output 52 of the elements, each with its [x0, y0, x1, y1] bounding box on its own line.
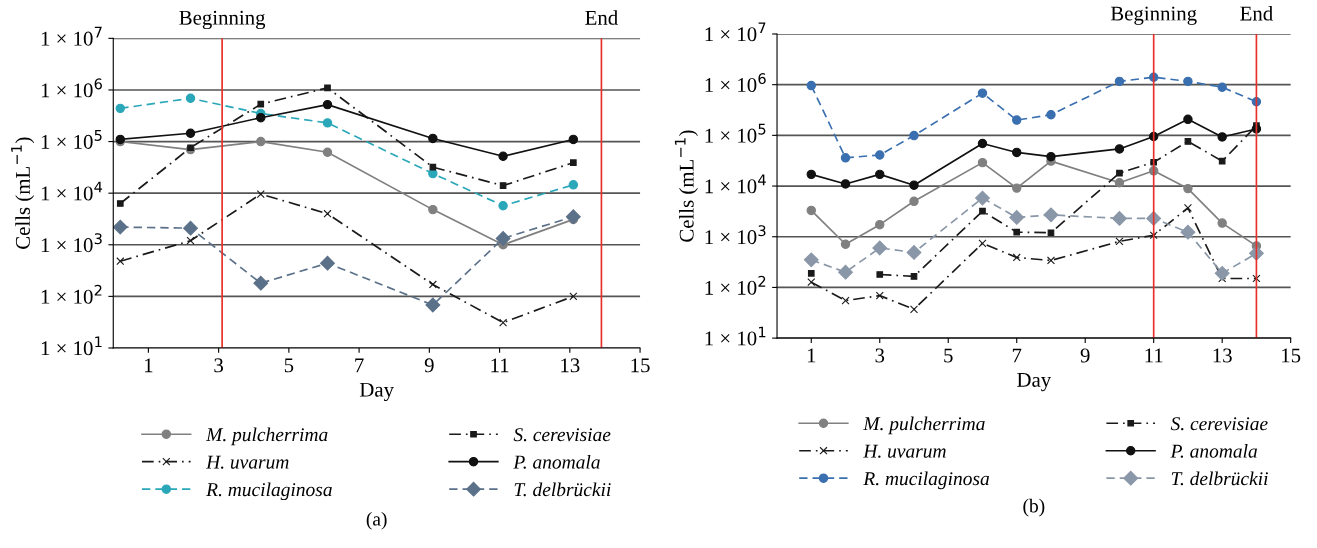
x-tick-label: 11	[491, 358, 509, 373]
legend-label: H. uvarum	[863, 444, 946, 458]
legend-label: R. mucilaginosa	[206, 482, 332, 501]
y-tick-label: 1 × 10$^{2}$	[41, 284, 102, 304]
x-tick-label: 1	[807, 348, 816, 363]
legend-label: H. uvarum	[205, 455, 289, 469]
legend-label: T. delbrückii	[514, 482, 611, 497]
text: (a)	[366, 511, 387, 530]
x-tick-label: 13	[1213, 348, 1232, 363]
text: (b)	[1023, 498, 1045, 517]
y-tick-label: 1 × 10$^{6}$	[705, 73, 766, 93]
x-tick-label: 1	[145, 358, 153, 373]
y-axis-title: Cells (mL$^{−1}$)	[674, 130, 698, 242]
y-tick-label: 1 × 10$^{3}$	[41, 233, 102, 253]
x-tick-label: 9	[424, 358, 434, 373]
y-tick-label: 1 × 10$^{6}$	[41, 78, 102, 98]
y-tick-label: 1 × 10$^{5}$	[705, 123, 766, 143]
y-tick-label: 1 × 10$^{7}$	[705, 22, 766, 42]
ref-line-label: End	[1240, 5, 1273, 21]
y-tick-label: 1 × 10$^{4}$	[41, 181, 103, 201]
legend-label: S. cerevisiae	[1170, 417, 1268, 431]
y-tick-label: 1 × 10$^{1}$	[705, 326, 766, 346]
x-tick-label: 15	[631, 358, 650, 373]
x-tick-label: 15	[1282, 348, 1301, 363]
legend-label: T. delbrückii	[1171, 471, 1268, 486]
ref-line-label: End	[585, 10, 618, 25]
y-tick-label: 1 × 10$^{5}$	[41, 130, 102, 149]
legend-label: M. pulcherrima	[205, 427, 328, 446]
x-axis-title: Day	[1017, 373, 1052, 392]
x-tick-label: 5	[284, 358, 294, 373]
y-tick-label: 1 × 10$^{2}$	[705, 275, 766, 295]
x-tick-label: 11	[1145, 348, 1163, 363]
y-tick-label: 1 × 10$^{3}$	[705, 225, 766, 245]
legend-label: M. pulcherrima	[863, 416, 985, 435]
legend-label: P. anomala	[513, 455, 600, 469]
legend-label: S. cerevisiae	[513, 428, 611, 442]
x-axis-title: Day	[359, 382, 394, 402]
x-tick-label: 3	[875, 348, 885, 363]
y-tick-label: 1 × 10$^{7}$	[41, 26, 102, 46]
x-tick-label: 5	[944, 348, 953, 363]
x-tick-label: 13	[561, 358, 580, 373]
legend-label: P. anomala	[1170, 444, 1257, 458]
legend-label: R. mucilaginosa	[863, 471, 989, 490]
x-tick-label: 3	[214, 358, 224, 373]
x-tick-label: 7	[355, 358, 364, 373]
ref-line-label: Beginning	[179, 10, 266, 30]
y-tick-label: 1 × 10$^{4}$	[705, 174, 766, 194]
ref-line-label: Beginning	[1110, 6, 1197, 25]
x-tick-label: 9	[1080, 348, 1090, 363]
x-tick-label: 7	[1012, 348, 1022, 363]
y-axis-title: Cells (mL$^{−1}$)	[11, 137, 35, 249]
y-tick-label: 1 × 10$^{1}$	[41, 336, 102, 356]
